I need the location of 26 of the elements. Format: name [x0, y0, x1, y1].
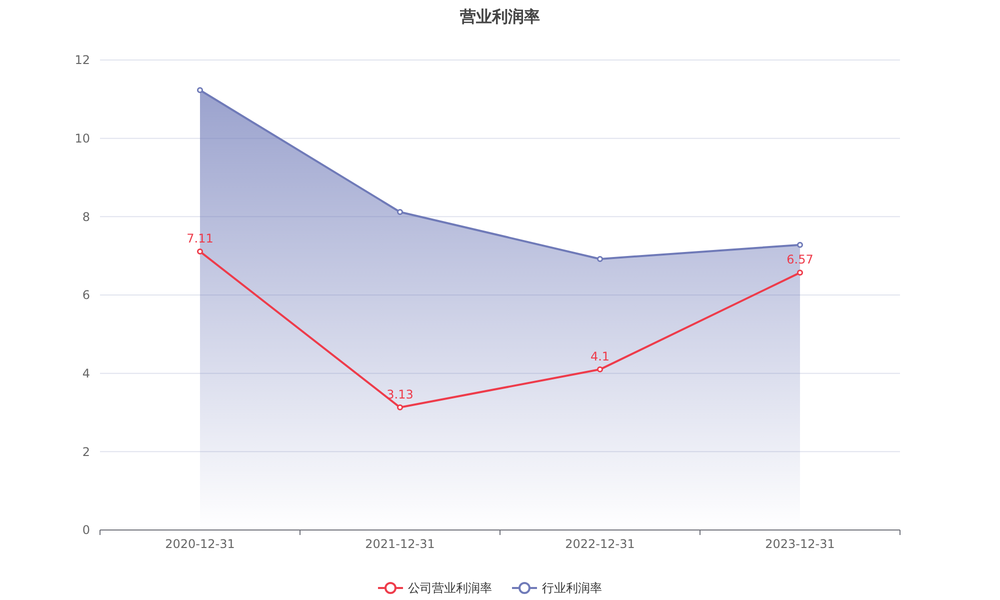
data-label: 3.13	[386, 387, 414, 402]
y-tick-label: 2	[82, 444, 90, 459]
x-tick-label: 2022-12-31	[565, 537, 635, 551]
x-tick-label: 2021-12-31	[365, 537, 435, 551]
point	[796, 270, 804, 276]
y-tick-label: 12	[74, 53, 90, 68]
legend-label: 公司营业利润率	[408, 581, 492, 596]
data-label: 6.57	[786, 252, 814, 267]
point	[596, 366, 604, 372]
point	[796, 242, 804, 248]
point	[196, 248, 204, 255]
x-tick-label: 2023-12-31	[765, 537, 835, 551]
point	[396, 208, 404, 215]
point	[396, 404, 404, 410]
data-label: 7.11	[186, 232, 214, 246]
chart-title: 营业利润率	[459, 7, 540, 26]
point	[596, 256, 604, 262]
y-tick-label: 0	[82, 523, 90, 538]
data-label: 4.1	[590, 349, 610, 364]
y-tick-label: 8	[82, 210, 90, 224]
point	[196, 87, 204, 94]
legend-label: 行业利润率	[542, 581, 602, 596]
y-tick-label: 4	[82, 366, 90, 381]
y-tick-label: 10	[74, 132, 90, 146]
x-tick-label: 2020-12-31	[165, 537, 235, 551]
y-tick-label: 6	[82, 288, 90, 302]
